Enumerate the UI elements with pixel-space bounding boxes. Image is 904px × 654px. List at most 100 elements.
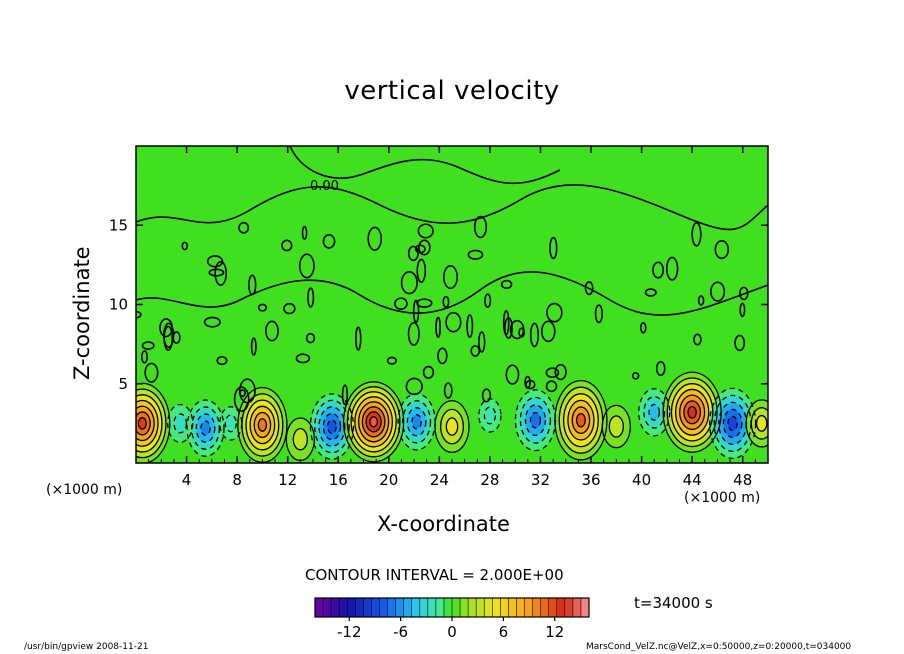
noise-contour xyxy=(478,331,486,353)
cell-contour xyxy=(402,400,432,444)
noise-contour xyxy=(505,364,520,385)
colorbar-tick-label: 12 xyxy=(545,623,564,641)
colorbar-swatch xyxy=(339,598,348,617)
contour-annotation: 0.00 xyxy=(310,179,339,194)
noise-contour xyxy=(163,325,174,351)
colorbar-swatch xyxy=(435,598,445,617)
contour-interval-label: CONTOUR INTERVAL = 2.000E+00 xyxy=(305,566,564,584)
cell-contour xyxy=(727,415,738,432)
colorbar-tick-label: -12 xyxy=(337,623,362,641)
noise-contour xyxy=(594,304,604,324)
noise-contour xyxy=(341,384,349,406)
noise-contour xyxy=(714,240,730,260)
noise-contour xyxy=(307,287,315,308)
time-label: t=34000 s xyxy=(634,594,713,612)
cell-contour xyxy=(167,403,194,443)
y-axis-label: Z-coordinate xyxy=(70,246,94,380)
cell-contour xyxy=(346,386,401,458)
noise-contour xyxy=(693,333,702,346)
colorbar-swatch xyxy=(355,598,364,617)
colorbar-swatch xyxy=(411,598,421,617)
cell-contour xyxy=(519,396,552,444)
x-tick-label: 8 xyxy=(232,471,242,489)
downdraft-cell xyxy=(167,404,193,443)
updraft-cell xyxy=(602,405,631,448)
cell-contour xyxy=(608,415,624,438)
cell-contour xyxy=(750,407,768,440)
y-tick-label: 10 xyxy=(109,296,128,314)
heatmap-field xyxy=(136,146,768,463)
noise-contour xyxy=(140,350,149,364)
cell-contour xyxy=(357,401,390,443)
colorbar-swatch xyxy=(508,598,517,617)
cell-contour xyxy=(483,406,497,425)
cell-contour xyxy=(601,404,631,449)
colorbar-swatch xyxy=(516,598,526,617)
cell-contour xyxy=(406,407,427,437)
noise-contour xyxy=(545,380,558,393)
colorbar-swatch xyxy=(580,598,590,617)
contour-zero xyxy=(289,146,561,185)
x-unit-right: (×1000 m) xyxy=(684,490,761,506)
cell-contour xyxy=(670,383,714,442)
colorbar-swatch xyxy=(347,598,356,617)
cell-contour xyxy=(361,406,386,438)
noise-contour xyxy=(540,320,556,343)
colorbar-swatch xyxy=(476,598,485,617)
noise-contour xyxy=(631,371,640,380)
noise-contour xyxy=(305,332,316,344)
y-axis-ticks: 5 10 15 xyxy=(109,216,768,393)
x-tick-label: 20 xyxy=(379,471,398,489)
noise-contour xyxy=(470,345,481,357)
cell-contour xyxy=(186,399,225,457)
downdraft-cell xyxy=(478,398,501,433)
noise-contour xyxy=(739,302,746,318)
cell-contour xyxy=(722,408,743,439)
noise-contour xyxy=(416,298,433,308)
colorbar-tick-label: 6 xyxy=(499,623,509,641)
noise-contour xyxy=(144,362,159,383)
noise-contour xyxy=(208,268,225,277)
colorbar-swatch xyxy=(492,598,501,617)
noise-contour xyxy=(414,244,426,254)
cell-contour xyxy=(354,396,394,448)
cell-contour xyxy=(224,414,237,433)
colorbar-swatch xyxy=(371,598,380,617)
colorbar-swatch xyxy=(427,598,437,617)
noise-contour xyxy=(233,386,250,412)
noise-contour xyxy=(394,297,408,310)
noise-contour xyxy=(238,221,250,234)
noise-contour xyxy=(445,311,462,333)
cell-contour xyxy=(679,394,706,431)
noise-contour xyxy=(500,279,513,290)
downdraft-cell xyxy=(187,400,225,457)
noise-contour xyxy=(484,293,492,309)
cell-contour xyxy=(249,405,276,445)
noise-contour xyxy=(281,239,293,252)
cell-contour xyxy=(755,414,768,432)
noise-contour xyxy=(295,353,311,364)
cell-contour xyxy=(257,418,268,432)
cell-contour xyxy=(478,398,502,433)
noise-contour xyxy=(412,299,420,324)
noise-contour xyxy=(416,258,427,283)
colorbar-swatch xyxy=(564,598,574,617)
x-tick-label: 24 xyxy=(430,471,449,489)
x-tick-label: 4 xyxy=(182,471,192,489)
colorbar-swatch xyxy=(379,598,389,617)
noise-contour xyxy=(417,223,434,239)
colorbar-swatch xyxy=(419,598,429,617)
colorbar-swatch xyxy=(331,598,340,617)
cell-contour xyxy=(445,417,459,436)
colorbar-swatch xyxy=(395,598,405,617)
noise-contour xyxy=(216,355,228,366)
noise-contour xyxy=(298,253,315,279)
noise-contour xyxy=(584,281,594,296)
cell-contour xyxy=(369,416,379,428)
noise-contour xyxy=(322,233,336,249)
x-unit-left: (×1000 m) xyxy=(46,482,123,498)
colorbar-swatch xyxy=(403,598,413,617)
cell-contour xyxy=(434,400,470,453)
noise-contour xyxy=(502,309,510,336)
